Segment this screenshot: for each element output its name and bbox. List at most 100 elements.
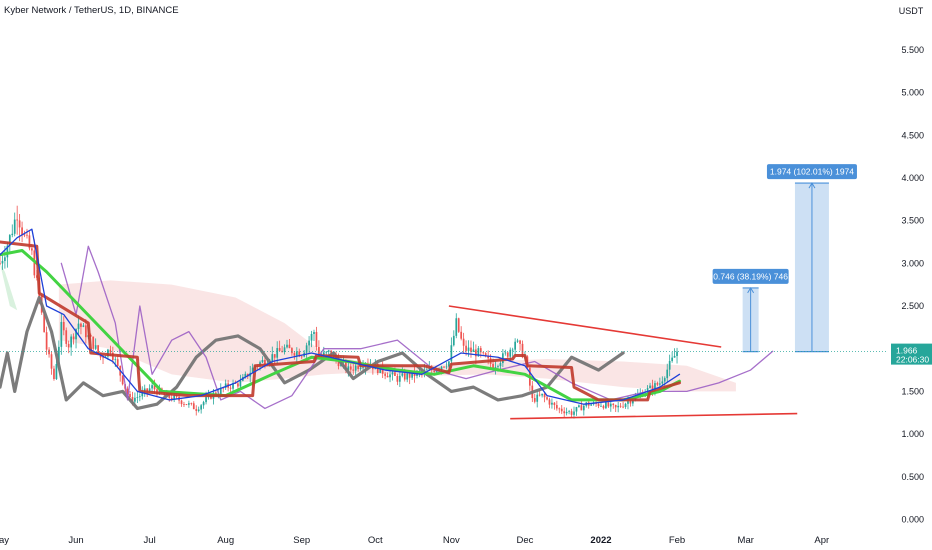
candle-body: [357, 365, 360, 369]
indicator-lines: [0, 228, 774, 411]
fast-ma-line: [0, 228, 681, 405]
price-measurements[interactable]: 0.746 (38.19%) 746 1.974 (102.01%) 1974: [712, 164, 857, 353]
candle-body: [428, 368, 431, 370]
measure-arrow-head: [808, 182, 816, 189]
candle-body: [190, 403, 193, 404]
candle-body: [477, 348, 480, 357]
candle-body: [114, 359, 117, 361]
y-tick-label: 1.000: [901, 429, 924, 439]
candle-body: [322, 352, 325, 357]
candle-body: [406, 373, 409, 380]
candle-body: [668, 360, 671, 370]
candle-body: [273, 354, 276, 358]
candle-body: [48, 349, 50, 355]
candle-body: [180, 400, 183, 405]
candle-body: [386, 375, 389, 378]
candle-body: [153, 385, 156, 390]
candle-body: [538, 394, 541, 396]
candle-body: [467, 347, 470, 351]
cloud-area-green: [0, 263, 18, 311]
candle-body: [129, 393, 131, 398]
candle-body: [506, 352, 509, 357]
candle-body: [396, 375, 399, 382]
candle-body: [362, 367, 364, 369]
candle-body: [170, 397, 173, 400]
candle-body: [173, 395, 176, 400]
candle-body: [1, 260, 4, 264]
candle-body: [13, 219, 16, 234]
candle-body: [136, 397, 139, 398]
candle-body: [617, 405, 620, 408]
baseline-ma-line: [0, 240, 681, 402]
candle-body: [533, 398, 536, 402]
candle-body: [94, 345, 97, 349]
candle-body: [126, 388, 129, 394]
candle-body: [433, 370, 436, 373]
candle-body: [457, 318, 460, 332]
candle-body: [28, 235, 31, 249]
measure-arrow-head: [747, 286, 755, 294]
candle-body: [121, 375, 124, 385]
x-tick-label: Apr: [814, 535, 829, 546]
candle-body: [536, 394, 539, 402]
trendlines[interactable]: [448, 305, 798, 420]
candle-body: [325, 351, 328, 353]
candle-body: [195, 409, 198, 411]
candle-body: [318, 347, 320, 358]
candle-body: [465, 345, 467, 351]
candle-body: [352, 369, 355, 371]
candle-body: [452, 335, 455, 346]
candle-body: [482, 352, 485, 354]
candle-body: [18, 220, 21, 228]
candle-body: [560, 408, 563, 412]
candle-body: [31, 248, 33, 251]
x-tick-label: Dec: [516, 535, 533, 546]
candle-body: [283, 347, 286, 353]
candle-body: [300, 356, 303, 358]
candle-body: [337, 359, 340, 367]
candle-body: [575, 407, 578, 412]
candle-body: [251, 367, 254, 373]
candle-body: [663, 378, 666, 382]
candle-body: [237, 383, 239, 387]
candle-body: [546, 397, 548, 400]
candle-body: [347, 366, 350, 371]
currency-label: USDT: [899, 6, 924, 16]
candle-body: [298, 351, 301, 357]
candle-body: [146, 388, 149, 392]
candle-body: [609, 403, 612, 407]
candle-body: [612, 403, 615, 405]
candle-body: [97, 345, 99, 354]
candle-body: [484, 353, 487, 357]
candle-body: [541, 393, 543, 396]
candle-body: [600, 405, 602, 407]
candle-body: [65, 330, 68, 344]
candle-body: [445, 366, 448, 368]
candle-body: [188, 403, 190, 405]
measure-label: 0.746 (38.19%) 746: [713, 271, 788, 281]
measure-label: 1.974 (102.01%) 1974: [770, 167, 854, 177]
candle-body: [555, 405, 558, 409]
y-tick-label: 0.000: [901, 514, 924, 524]
candle-body: [580, 405, 583, 411]
candle-body: [244, 373, 247, 377]
candle-body: [629, 401, 632, 404]
candle-body: [293, 353, 296, 356]
candle-body: [455, 318, 458, 336]
candle-body: [553, 402, 556, 406]
candle-body: [590, 404, 593, 406]
candle-body: [398, 375, 401, 382]
candle-body: [548, 399, 551, 405]
candle-body: [185, 404, 188, 405]
candle-body: [261, 359, 264, 363]
candle-body: [70, 336, 72, 348]
y-tick-label: 5.500: [901, 45, 924, 55]
candle-body: [62, 321, 65, 331]
candle-body: [23, 234, 26, 236]
candle-body: [72, 336, 75, 340]
candle-body: [16, 219, 19, 221]
candle-body: [264, 359, 266, 365]
x-tick-label: Aug: [217, 535, 234, 546]
candle-body: [504, 352, 507, 354]
